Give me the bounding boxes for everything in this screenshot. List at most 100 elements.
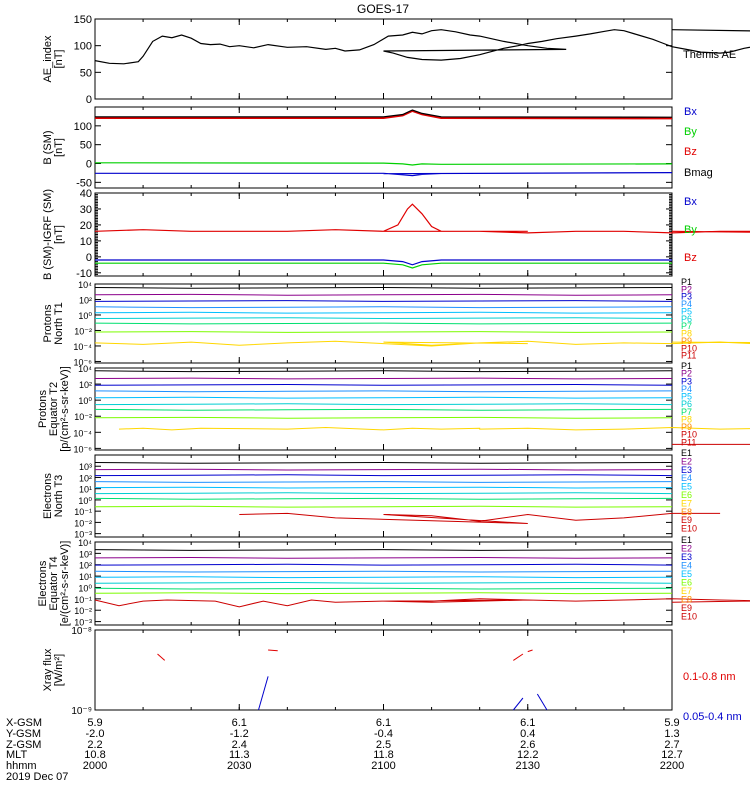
- legend-label: P11: [681, 437, 696, 447]
- channel-line: [94, 563, 673, 566]
- channel-noisy-line: [94, 340, 750, 347]
- y-tick-label: 50: [80, 140, 92, 152]
- row-value: 2.6: [520, 739, 535, 751]
- y-axis-label: Electrons: [37, 560, 49, 606]
- channel-line: [94, 396, 673, 399]
- y-tick-label: 10²: [79, 380, 92, 390]
- y-tick-label: 10⁻²: [74, 518, 92, 528]
- channel-line: [94, 481, 673, 483]
- y-tick-label: 10⁰: [78, 311, 92, 321]
- channel-line: [94, 370, 673, 373]
- legend-label: P11: [681, 351, 696, 361]
- y-tick-label: 10³: [79, 462, 92, 472]
- xray-segment: [527, 649, 533, 653]
- y-tick-label: 100: [74, 41, 92, 53]
- xray-segment: [512, 697, 524, 711]
- series-themis ae: [94, 29, 750, 65]
- legend-label: E4: [681, 561, 692, 571]
- y-tick-label: 10⁰: [78, 496, 92, 506]
- channel-line: [94, 492, 673, 495]
- panel-protons_t1: 10⁻⁶ 10⁻⁴ 10⁻² 10⁰ 10² 10⁴ Protons North T1 P1P2…: [42, 277, 750, 367]
- legend-label: E2: [681, 456, 692, 466]
- channel-line: [94, 403, 673, 406]
- row-value: 6.1: [520, 717, 535, 729]
- y-tick-label: 100: [74, 121, 92, 133]
- channel-line: [94, 468, 673, 471]
- y-axis-label: Protons: [42, 304, 54, 342]
- panel-xray: 10⁻⁹ 10⁻⁸ Xray flux [W/m²] 0.1-0.8 nm 0.05-0.…: [42, 626, 742, 723]
- channel-line: [94, 390, 673, 393]
- row-value: 12.7: [661, 749, 682, 761]
- legend-label: P9: [681, 422, 692, 432]
- channel-line: [94, 286, 673, 289]
- y-axis-label: North T1: [53, 302, 65, 345]
- panel-b_sm: -50 0 50 100 B (SM) [nT] Bx By Bz Bmag: [42, 106, 713, 189]
- y-axis-label: [W/m²]: [53, 654, 65, 686]
- legend-label: E5: [681, 482, 692, 492]
- channel-line: [94, 486, 673, 489]
- row-value: 0.4: [520, 728, 535, 740]
- series-bx: [95, 259, 672, 266]
- y-tick-label: 10⁴: [78, 538, 92, 548]
- channel-line: [94, 461, 673, 464]
- channel-line: [94, 383, 673, 386]
- legend-label: 0.05-0.4 nm: [683, 711, 742, 723]
- row-value: 2200: [660, 760, 684, 772]
- row-value: 2.4: [232, 739, 247, 751]
- y-tick-label: 30: [80, 204, 92, 216]
- xray-segment: [513, 653, 524, 661]
- y-tick-label: 10²: [79, 473, 92, 483]
- row-value: 10.8: [84, 749, 105, 761]
- legend-label: E8: [681, 595, 692, 605]
- panel-frame: [94, 454, 673, 538]
- channel-line: [94, 581, 673, 584]
- panel-frame: [94, 18, 673, 100]
- y-tick-label: -50: [76, 177, 92, 189]
- legend-label: P3: [681, 376, 692, 386]
- panel-frame: [94, 629, 673, 711]
- y-axis-label: AE_index: [42, 35, 54, 83]
- panel-ae: 0 50 100 150 AE_index [nT] Themis AE: [42, 14, 750, 106]
- channel-line: [94, 587, 673, 590]
- legend-label: E7: [681, 586, 692, 596]
- channel-line: [94, 416, 673, 419]
- legend-label: E1: [681, 448, 692, 458]
- legend-label: By: [684, 224, 697, 236]
- channel-noisy-line: [239, 512, 721, 524]
- y-tick-label: 10: [80, 236, 92, 248]
- y-axis-label: North T3: [53, 475, 65, 518]
- date-label: 2019 Dec 07: [6, 771, 68, 783]
- y-tick-label: 10⁰: [78, 396, 92, 406]
- y-axis-label: [p/(cm²-s-sr-keV)]: [59, 366, 71, 452]
- y-tick-label: 10⁻⁴: [73, 342, 92, 352]
- y-tick-label: 40: [80, 188, 92, 200]
- row-value: 2030: [227, 760, 251, 772]
- legend-label: E7: [681, 498, 692, 508]
- y-axis-label: Equator T2: [48, 382, 60, 436]
- legend-label: Themis AE: [683, 49, 736, 61]
- y-tick-label: 10³: [79, 549, 92, 559]
- y-axis-label: Equator T4: [48, 556, 60, 610]
- xray-segment: [157, 653, 166, 661]
- row-value: 5.9: [664, 717, 679, 729]
- legend-label: P10: [681, 430, 697, 440]
- legend-label: By: [684, 126, 697, 138]
- row-value: 6.1: [232, 717, 247, 729]
- legend-label: E6: [681, 490, 692, 500]
- channel-line: [94, 300, 673, 302]
- channel-line: [94, 592, 673, 595]
- row-value: 1.3: [664, 728, 679, 740]
- legend-label: E1: [681, 535, 692, 545]
- series-bz: [95, 109, 673, 120]
- row-value: 11.3: [229, 749, 250, 761]
- y-tick-label: 10⁻⁸: [71, 626, 92, 637]
- y-axis-label: B (SM): [42, 130, 54, 164]
- y-axis-label: [e/(cm²-s-sr-keV)]: [59, 541, 71, 627]
- legend-label: P5: [681, 306, 692, 316]
- series-bz: [94, 203, 750, 234]
- legend-label: P7: [681, 407, 692, 417]
- y-tick-label: 10⁻¹: [74, 507, 92, 517]
- channel-line: [94, 505, 673, 508]
- row-value: -0.4: [374, 728, 393, 740]
